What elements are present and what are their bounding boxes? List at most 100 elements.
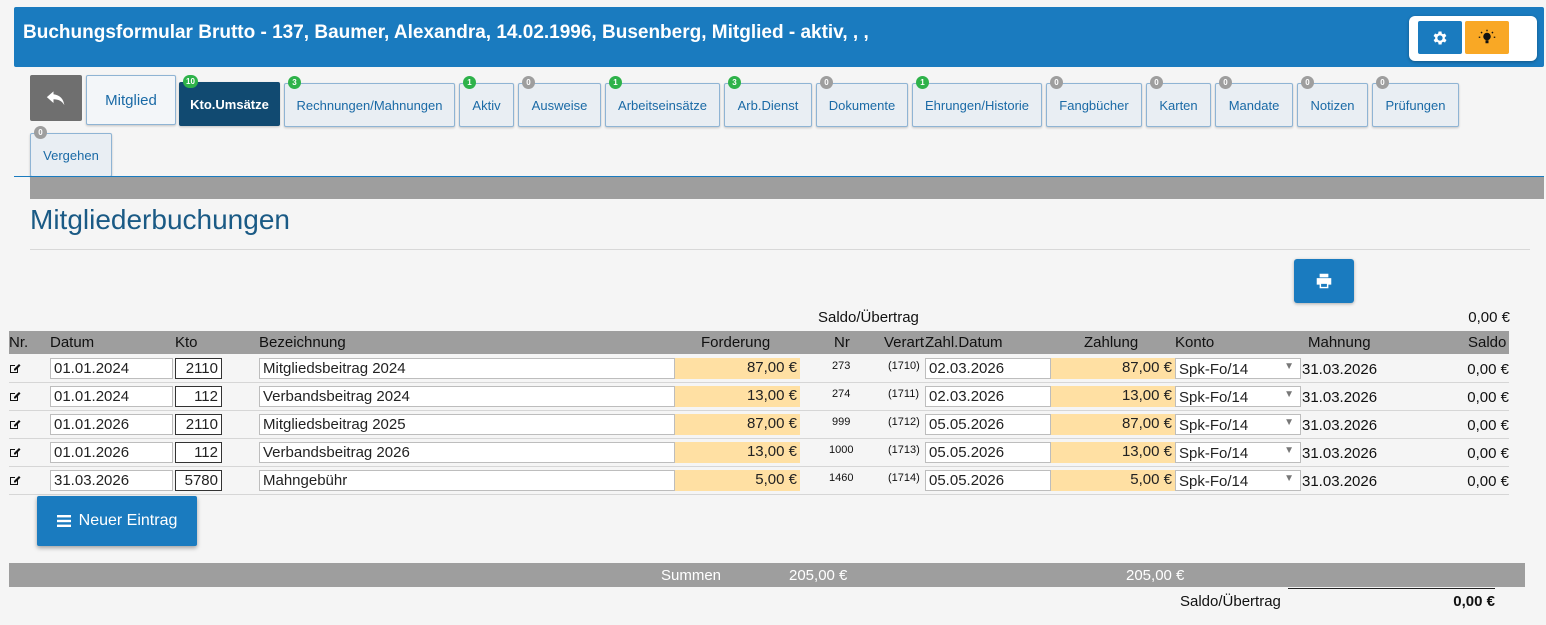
konto-value: Spk-Fo/14	[1179, 389, 1249, 406]
zahlung-amount[interactable]: 13,00 €	[1051, 442, 1175, 463]
tab-badge: 1	[916, 76, 929, 89]
konto-select[interactable]: Spk-Fo/14 ▼	[1175, 414, 1301, 435]
dropdown-caret-icon: ▼	[1284, 361, 1294, 372]
lightbulb-icon	[1478, 29, 1496, 43]
edit-icon[interactable]	[9, 418, 21, 430]
tab-arb-dienst[interactable]: 3 Arb.Dienst	[724, 76, 812, 127]
booking-nr: 1460	[829, 472, 854, 484]
tab-label: Rechnungen/Mahnungen	[296, 97, 443, 113]
verart-code: (1710)	[888, 360, 920, 372]
tab-notizen[interactable]: 0 Notizen	[1297, 76, 1368, 127]
tab-fangbuecher[interactable]: 0 Fangbücher	[1046, 76, 1142, 127]
zahlung-amount[interactable]: 87,00 €	[1051, 358, 1175, 379]
booking-nr: 274	[832, 388, 851, 400]
kto-field[interactable]: 2110	[175, 414, 222, 435]
konto-select[interactable]: Spk-Fo/14 ▼	[1175, 442, 1301, 463]
zahl-datum-field[interactable]: 05.05.2026	[925, 442, 1051, 463]
row-saldo: 0,00 €	[1467, 417, 1509, 434]
forderung-amount[interactable]: 87,00 €	[675, 358, 800, 379]
tab-badge: 1	[463, 76, 476, 89]
zahlung-amount[interactable]: 87,00 €	[1051, 414, 1175, 435]
tab-arbeitseinsaetze[interactable]: 1 Arbeitseinsätze	[605, 76, 720, 127]
zahl-datum-field[interactable]: 05.05.2026	[925, 414, 1051, 435]
bezeichnung-field[interactable]: Verbandsbeitrag 2024	[259, 386, 675, 407]
tab-badge: 10	[183, 75, 198, 88]
tab-dokumente[interactable]: 0 Dokumente	[816, 76, 908, 127]
col-nr2: Nr	[834, 334, 850, 351]
tab-ehrungen-historie[interactable]: 1 Ehrungen/Historie	[912, 76, 1042, 127]
table-row: 31.03.2026 5780 Mahngebühr 5,00 € 1460 (…	[9, 467, 1509, 495]
bezeichnung-field[interactable]: Mahngebühr	[259, 470, 675, 491]
zahl-datum-field[interactable]: 02.03.2026	[925, 358, 1051, 379]
bezeichnung-field[interactable]: Verbandsbeitrag 2026	[259, 442, 675, 463]
mahnung-date: 31.03.2026	[1302, 389, 1378, 406]
edit-icon[interactable]	[9, 474, 21, 486]
tab-karten[interactable]: 0 Karten	[1146, 76, 1211, 127]
tab-badge: 0	[1301, 76, 1314, 89]
kto-field[interactable]: 112	[175, 442, 222, 463]
col-konto: Konto	[1175, 334, 1215, 351]
verart-code: (1713)	[888, 444, 920, 456]
tab-label: Ausweise	[531, 97, 588, 113]
table-row: 01.01.2024 2110 Mitgliedsbeitrag 2024 87…	[9, 355, 1509, 383]
zahl-datum-field[interactable]: 02.03.2026	[925, 386, 1051, 407]
mahnung-date: 31.03.2026	[1302, 445, 1378, 462]
print-button[interactable]	[1294, 259, 1354, 303]
tab-pruefungen[interactable]: 0 Prüfungen	[1372, 76, 1459, 127]
edit-icon[interactable]	[9, 362, 21, 374]
edit-icon[interactable]	[9, 446, 21, 458]
konto-select[interactable]: Spk-Fo/14 ▼	[1175, 470, 1301, 491]
datum-field[interactable]: 01.01.2026	[50, 442, 173, 463]
summary-forderung-total: 205,00 €	[789, 567, 848, 584]
table-row: 01.01.2026 2110 Mitgliedsbeitrag 2025 87…	[9, 411, 1509, 439]
forderung-amount[interactable]: 87,00 €	[675, 414, 800, 435]
settings-button[interactable]	[1418, 21, 1462, 54]
forderung-amount[interactable]: 5,00 €	[675, 470, 800, 491]
kto-field[interactable]: 112	[175, 386, 222, 407]
col-bezeichnung: Bezeichnung	[259, 334, 346, 351]
tab-kto-umsaetze[interactable]: 10 Kto.Umsätze	[179, 75, 280, 126]
forderung-amount[interactable]: 13,00 €	[675, 386, 800, 407]
kto-field[interactable]: 5780	[175, 470, 222, 491]
forderung-amount[interactable]: 13,00 €	[675, 442, 800, 463]
tab-divider	[14, 176, 1544, 177]
bezeichnung-field[interactable]: Mitgliedsbeitrag 2025	[259, 414, 675, 435]
datum-field[interactable]: 01.01.2024	[50, 358, 173, 379]
tips-button[interactable]	[1465, 21, 1509, 54]
tab-badge: 0	[1050, 76, 1063, 89]
datum-field[interactable]: 01.01.2024	[50, 386, 173, 407]
tab-ausweise[interactable]: 0 Ausweise	[518, 76, 601, 127]
bezeichnung-field[interactable]: Mitgliedsbeitrag 2024	[259, 358, 675, 379]
datum-field[interactable]: 31.03.2026	[50, 470, 173, 491]
tab-label: Ehrungen/Historie	[924, 97, 1030, 113]
zahl-datum-field[interactable]: 05.05.2026	[925, 470, 1051, 491]
booking-nr: 1000	[829, 444, 854, 456]
konto-value: Spk-Fo/14	[1179, 417, 1249, 434]
kto-field[interactable]: 2110	[175, 358, 222, 379]
saldo-carryover-label: Saldo/Übertrag	[818, 309, 919, 326]
zahlung-amount[interactable]: 5,00 €	[1051, 470, 1175, 491]
saldo-underline	[1288, 588, 1495, 589]
tab-badge: 1	[609, 76, 622, 89]
tab-aktiv[interactable]: 1 Aktiv	[459, 76, 514, 127]
mahnung-date: 31.03.2026	[1302, 417, 1378, 434]
col-saldo: Saldo	[1468, 334, 1507, 351]
col-zahlung: Zahlung	[1084, 334, 1139, 351]
new-entry-button[interactable]: Neuer Eintrag	[37, 496, 197, 546]
back-button[interactable]	[30, 75, 82, 121]
tab-rechnungen-mahnungen[interactable]: 3 Rechnungen/Mahnungen	[284, 76, 455, 127]
tab-vergehen[interactable]: 0 Vergehen	[30, 126, 112, 177]
konto-value: Spk-Fo/14	[1179, 445, 1249, 462]
gear-icon	[1433, 30, 1447, 45]
konto-select[interactable]: Spk-Fo/14 ▼	[1175, 358, 1301, 379]
datum-field[interactable]: 01.01.2026	[50, 414, 173, 435]
row-saldo: 0,00 €	[1467, 445, 1509, 462]
konto-select[interactable]: Spk-Fo/14 ▼	[1175, 386, 1301, 407]
tab-mitglied[interactable]: Mitglied	[86, 75, 176, 125]
zahlung-amount[interactable]: 13,00 €	[1051, 386, 1175, 407]
tab-label: Fangbücher	[1059, 97, 1129, 113]
tab-mandate[interactable]: 0 Mandate	[1215, 76, 1293, 127]
col-zahl-datum: Zahl.Datum	[925, 334, 1003, 351]
edit-icon[interactable]	[9, 390, 21, 402]
dropdown-caret-icon: ▼	[1284, 417, 1294, 428]
